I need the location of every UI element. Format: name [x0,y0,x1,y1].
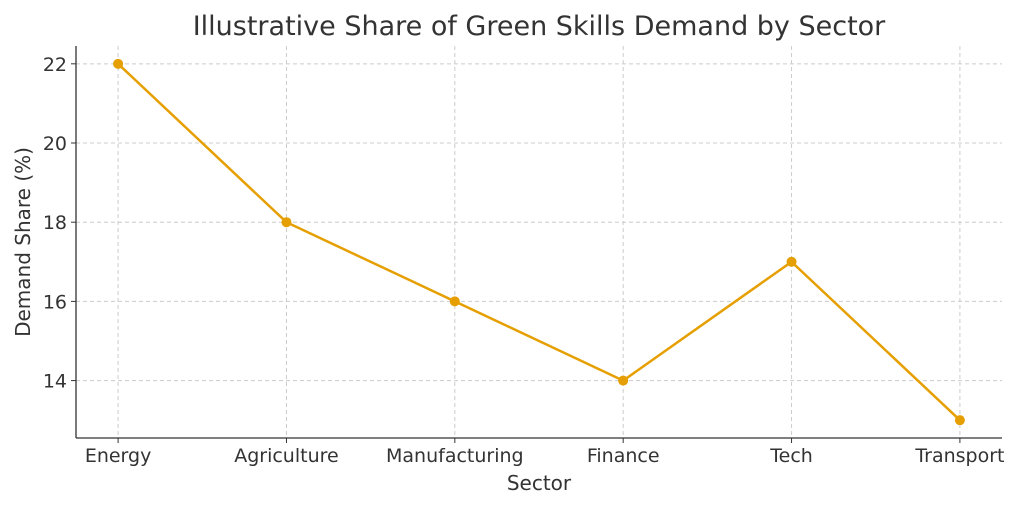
y-tick-label: 18 [43,212,67,234]
axes [75,46,1002,439]
x-axis-label: Sector [507,471,572,495]
data-point-tech [786,256,797,267]
data-point-manufacturing [449,296,460,307]
data-point-transport [954,415,965,426]
y-axis-label: Demand Share (%) [11,147,35,337]
data-point-energy [113,58,124,69]
grid [76,46,1002,438]
x-tick-label: Agriculture [234,445,339,467]
x-tick-label: Energy [85,445,152,467]
series-line [117,62,961,422]
chart-title: Illustrative Share of Green Skills Deman… [193,11,886,42]
data-point-finance [618,375,629,386]
y-tick-label: 14 [43,371,67,393]
x-tick-label: Tech [769,445,813,467]
x-tick-label: Finance [587,445,660,467]
x-tick-label: Transport [914,445,1004,467]
y-tick-label: 20 [43,133,67,155]
data-point-agriculture [281,217,292,228]
y-tick-label: 22 [43,54,67,76]
y-tick-label: 16 [43,291,67,313]
x-tick-label: Manufacturing [386,445,524,467]
